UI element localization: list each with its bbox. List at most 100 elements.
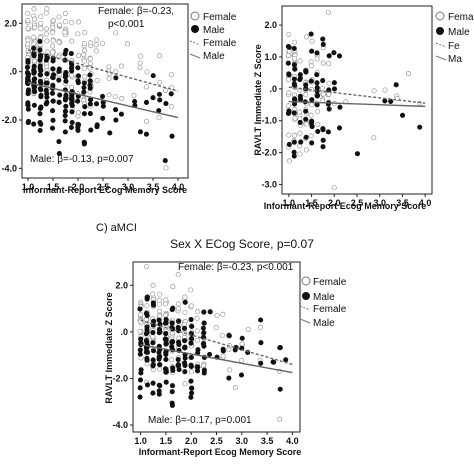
- female-data-point: [87, 56, 93, 62]
- female-data-point: [201, 362, 207, 368]
- female-data-point: [169, 357, 175, 363]
- female-data-point: [75, 52, 82, 59]
- male-data-point: [163, 379, 169, 385]
- female-data-point: [75, 113, 81, 119]
- male-data-point: [143, 331, 149, 337]
- x-tick-label: 2.5: [351, 198, 364, 208]
- panel-left-plot-frame: [21, 3, 189, 179]
- male-data-point: [63, 78, 69, 84]
- male-data-point: [87, 85, 93, 91]
- female-data-point: [32, 58, 38, 64]
- male-data-point: [320, 144, 326, 150]
- x-tick-label: 3.0: [122, 182, 135, 192]
- male-data-point: [309, 48, 315, 54]
- male-data-point: [49, 125, 56, 131]
- male-data-point: [315, 128, 321, 135]
- x-tick-label: 3.0: [373, 198, 386, 208]
- legend-female-fit-line: [435, 42, 447, 48]
- female-data-point: [81, 41, 87, 47]
- female-data-point: [188, 369, 194, 375]
- male-data-point: [286, 71, 292, 77]
- y-tick-label: 1.0: [264, 52, 277, 62]
- female-data-point: [138, 53, 144, 59]
- male-data-point: [25, 118, 32, 124]
- male-data-point: [63, 73, 69, 79]
- female-data-point: [162, 312, 168, 318]
- female-data-point: [50, 38, 56, 44]
- legend-female-fit-label: Female: [203, 38, 237, 49]
- male-data-point: [31, 45, 37, 51]
- female-data-point: [25, 41, 31, 47]
- x-tick-label: 3.5: [261, 436, 274, 446]
- male-data-point: [326, 106, 332, 112]
- male-data-point: [31, 89, 38, 95]
- panel-c-legend: Female Male Female Male: [299, 276, 347, 329]
- legend-male-fit-line: [435, 55, 447, 61]
- male-data-point: [189, 390, 195, 396]
- male-data-point: [37, 111, 43, 117]
- female-data-point: [31, 34, 37, 40]
- male-data-point: [291, 45, 297, 52]
- female-data-point: [291, 56, 298, 62]
- male-data-point: [169, 383, 176, 389]
- legend-male-fit-label: Ma: [448, 54, 462, 65]
- female-data-point: [56, 14, 62, 20]
- female-data-point: [137, 328, 143, 335]
- panel-right-y-ticks: 2.0 1.0 .0 -1.0 -2.0 -3.0: [261, 20, 282, 189]
- male-data-point: [38, 92, 44, 98]
- male-data-point: [298, 139, 304, 145]
- female-data-point: [69, 20, 75, 26]
- male-data-point: [150, 357, 156, 363]
- male-data-point: [292, 96, 298, 102]
- male-data-point: [144, 339, 150, 345]
- male-data-point: [37, 47, 43, 53]
- male-data-point: [81, 141, 87, 147]
- female-data-point: [150, 282, 156, 288]
- female-data-point: [315, 108, 321, 115]
- female-data-point: [245, 326, 251, 332]
- legend-female-marker: [435, 11, 445, 21]
- male-data-point: [31, 53, 37, 59]
- female-data-point: [303, 147, 309, 153]
- male-data-point: [75, 73, 82, 79]
- male-fit-line: [288, 100, 426, 108]
- female-data-point: [68, 84, 75, 90]
- male-data-point: [156, 391, 162, 397]
- female-data-point: [292, 115, 298, 121]
- male-data-point: [132, 98, 138, 105]
- legend-female-marker: [301, 276, 311, 286]
- male-data-point: [201, 309, 207, 315]
- female-data-point: [62, 30, 68, 36]
- female-fit-line: [288, 86, 426, 104]
- female-data-point: [156, 53, 163, 59]
- male-data-point: [144, 382, 151, 388]
- x-tick-label: 1.0: [134, 436, 147, 446]
- female-data-point: [94, 77, 100, 84]
- legend-male-fit-line: [189, 53, 201, 59]
- male-data-point: [169, 402, 175, 408]
- male-data-point: [87, 78, 93, 84]
- male-data-point: [38, 105, 44, 111]
- female-data-point: [219, 332, 225, 338]
- male-data-point: [150, 390, 156, 396]
- male-data-point: [68, 124, 74, 130]
- female-data-point: [169, 330, 175, 336]
- female-data-point: [62, 10, 69, 16]
- male-data-point: [285, 60, 291, 66]
- male-data-point: [138, 370, 144, 376]
- x-tick-label: 2.5: [210, 436, 223, 446]
- male-data-point: [303, 134, 309, 140]
- legend-male-marker: [436, 27, 444, 35]
- male-data-point: [331, 80, 337, 86]
- male-data-point: [309, 140, 315, 146]
- male-data-point: [308, 78, 314, 84]
- male-data-point: [150, 340, 156, 346]
- panel-right-x-axis-label: Informant-Report Ecog Memory Score: [264, 201, 427, 211]
- male-data-point: [163, 331, 169, 337]
- male-data-point: [303, 108, 309, 114]
- male-data-point: [87, 111, 93, 117]
- male-data-point: [25, 106, 31, 112]
- legend-male-label: Male: [448, 27, 470, 38]
- female-data-point: [44, 49, 50, 55]
- male-data-point: [137, 394, 143, 400]
